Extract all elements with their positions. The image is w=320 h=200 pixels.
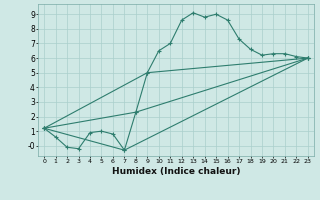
X-axis label: Humidex (Indice chaleur): Humidex (Indice chaleur) (112, 167, 240, 176)
